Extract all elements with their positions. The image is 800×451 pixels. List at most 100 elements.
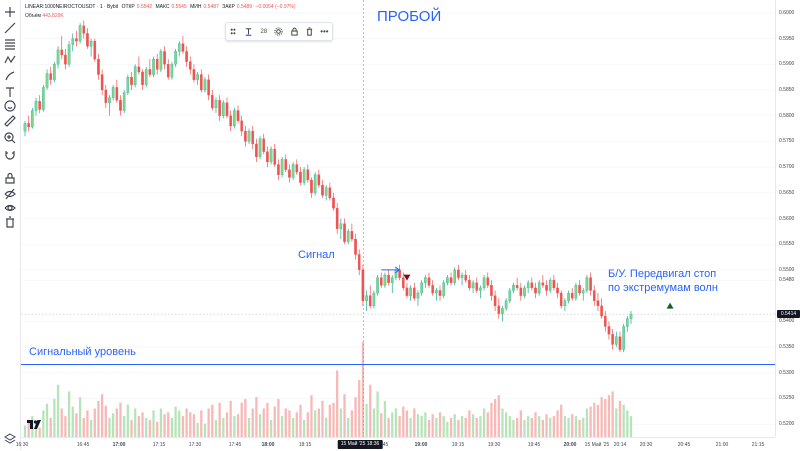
candle-body xyxy=(365,295,368,301)
drag-handle-icon[interactable] xyxy=(226,24,241,39)
hide-drawings-icon[interactable] xyxy=(2,186,18,202)
crosshair-icon[interactable] xyxy=(2,4,18,20)
eye-icon[interactable] xyxy=(2,200,18,216)
candle-body xyxy=(89,40,93,47)
candle-body xyxy=(490,285,493,296)
zoom-in-icon[interactable] xyxy=(2,130,18,146)
volume-bar xyxy=(251,408,254,437)
candle-body xyxy=(170,64,174,78)
trend-line-icon[interactable] xyxy=(2,20,18,36)
candle-body xyxy=(530,282,534,289)
high-label: МАКС xyxy=(155,4,170,10)
candle-body xyxy=(596,300,600,307)
candle-body xyxy=(211,94,214,109)
volume-bar xyxy=(266,402,269,437)
price-tick-label: 0.5300 xyxy=(779,369,795,376)
lock-icon[interactable] xyxy=(287,24,302,39)
candle-body xyxy=(119,100,122,111)
candle-body xyxy=(27,123,30,128)
candle-body xyxy=(394,269,398,278)
lock-drawings-icon[interactable] xyxy=(2,170,18,186)
candle-body xyxy=(424,277,427,283)
volume-bar xyxy=(45,403,49,437)
volume-bar xyxy=(218,402,221,437)
price-tick-label: 0.5950 xyxy=(779,35,795,42)
candle-body xyxy=(247,130,251,142)
volume-bar xyxy=(497,395,500,437)
candle-body xyxy=(431,285,434,294)
volume-bar xyxy=(519,410,522,437)
candle-body xyxy=(541,282,545,286)
volume-bar xyxy=(67,391,71,437)
volume-bar xyxy=(60,408,63,437)
volume-bar xyxy=(501,408,504,437)
font-size-button[interactable]: 28 xyxy=(260,28,268,35)
candle-body xyxy=(618,336,622,350)
candle-body xyxy=(526,282,530,289)
candle-body xyxy=(108,97,111,103)
volume-bar xyxy=(38,427,41,437)
current-price-label: 0.5414 xyxy=(777,310,800,319)
more-options-button[interactable]: ••• xyxy=(320,27,329,36)
volume-bar xyxy=(354,397,357,437)
emoji-icon[interactable] xyxy=(2,98,18,114)
text-color-icon[interactable] xyxy=(241,24,256,39)
time-tick-label: 18:15 xyxy=(298,442,312,448)
text-icon[interactable] xyxy=(2,84,18,100)
trash-icon[interactable] xyxy=(2,214,18,230)
volume-bar xyxy=(203,423,207,437)
volume-bar xyxy=(170,418,174,437)
close-value: 0.5489 xyxy=(236,4,253,10)
volume-bar xyxy=(291,418,295,437)
volume-bar xyxy=(607,395,611,437)
delete-icon[interactable] xyxy=(302,24,317,39)
layers-icon[interactable] xyxy=(4,432,16,444)
candle-body xyxy=(262,138,266,152)
candle-body xyxy=(405,287,409,296)
candle-body xyxy=(567,292,570,301)
candle-body xyxy=(78,25,82,42)
candle-body xyxy=(222,102,225,116)
volume-bar xyxy=(247,418,251,437)
volume-bar xyxy=(214,419,218,437)
time-tick-label: 17:00 xyxy=(112,442,126,448)
candle-body xyxy=(453,269,456,283)
volume-bar xyxy=(280,416,284,437)
candle-body xyxy=(82,25,86,34)
volume-bar xyxy=(464,418,467,437)
candle-body xyxy=(42,87,45,110)
candle-body xyxy=(225,102,229,116)
volume-bar xyxy=(167,412,170,437)
symbol-name[interactable]: LINEAR:1000NEIROCTOUSDT · 1 · Bybit xyxy=(25,4,119,10)
candle-body xyxy=(534,287,537,294)
volume-bar xyxy=(574,416,578,437)
volume-bar xyxy=(424,412,427,437)
volume-bar xyxy=(53,399,56,437)
volume-bar xyxy=(449,418,453,437)
volume-bar xyxy=(420,416,423,437)
brush-icon[interactable] xyxy=(2,68,18,84)
fib-icon[interactable] xyxy=(2,36,18,52)
price-chart[interactable] xyxy=(21,0,775,437)
settings-icon[interactable] xyxy=(271,24,286,39)
volume-bar xyxy=(178,410,181,437)
chart-pane[interactable] xyxy=(21,0,775,437)
price-scale[interactable]: 0.6000 0.5950 0.5900 0.5850 0.5800 0.5750 0.57… xyxy=(775,0,800,437)
candle-body xyxy=(49,73,52,80)
breakeven-annotation-line1: Б/У. Передвигал стоп xyxy=(608,268,717,280)
magnet-icon[interactable] xyxy=(2,147,18,163)
tv-logo-icon xyxy=(27,420,41,429)
volume-bar xyxy=(427,419,431,437)
candle-body xyxy=(163,51,166,65)
time-axis[interactable]: 16:30 16:45 17:00 17:15 17:30 17:45 18:00 18:15… xyxy=(16,437,775,451)
candle-body xyxy=(240,120,243,132)
volume-bar xyxy=(273,406,276,437)
ruler-icon[interactable] xyxy=(2,113,18,129)
candle-body xyxy=(442,282,445,296)
pattern-icon[interactable] xyxy=(2,52,18,68)
candle-body xyxy=(34,101,38,111)
candle-body xyxy=(71,38,75,45)
time-tick-label: 19:00 xyxy=(414,442,428,448)
volume-bar xyxy=(347,418,350,437)
candle-body xyxy=(31,110,34,128)
